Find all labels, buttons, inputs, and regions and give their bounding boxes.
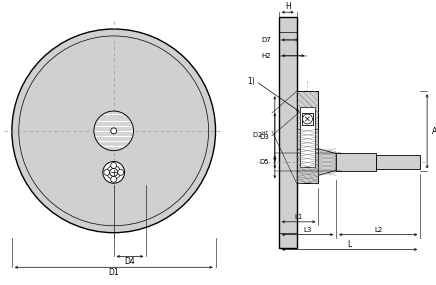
Text: D4: D4	[124, 257, 135, 266]
Bar	[279, 17, 296, 247]
Text: A: A	[432, 127, 436, 136]
Bar	[300, 107, 315, 167]
Bar	[376, 154, 420, 169]
Circle shape	[12, 29, 215, 233]
Polygon shape	[318, 149, 336, 175]
Bar	[302, 113, 313, 125]
Circle shape	[118, 169, 123, 175]
Circle shape	[303, 114, 313, 124]
Bar	[296, 129, 318, 149]
Text: L1: L1	[294, 214, 303, 220]
Circle shape	[107, 166, 121, 179]
Text: D1: D1	[109, 268, 119, 277]
Text: D2$^{H7}$: D2$^{H7}$	[252, 130, 269, 141]
Text: L: L	[347, 240, 351, 249]
Circle shape	[104, 169, 110, 175]
Circle shape	[111, 162, 117, 168]
Text: L2: L2	[374, 227, 382, 233]
Circle shape	[19, 36, 208, 226]
Circle shape	[110, 168, 118, 176]
Circle shape	[111, 128, 117, 134]
Circle shape	[94, 111, 133, 151]
Text: 1): 1)	[247, 77, 255, 86]
Text: H: H	[285, 2, 290, 11]
Bar	[296, 91, 318, 183]
Text: L3: L3	[303, 227, 312, 233]
Circle shape	[111, 176, 117, 182]
Text: H2: H2	[261, 53, 271, 59]
Text: D7: D7	[261, 37, 271, 43]
Bar	[336, 152, 376, 171]
Circle shape	[103, 162, 125, 183]
Text: D3: D3	[259, 134, 269, 140]
Text: D5: D5	[259, 159, 269, 165]
